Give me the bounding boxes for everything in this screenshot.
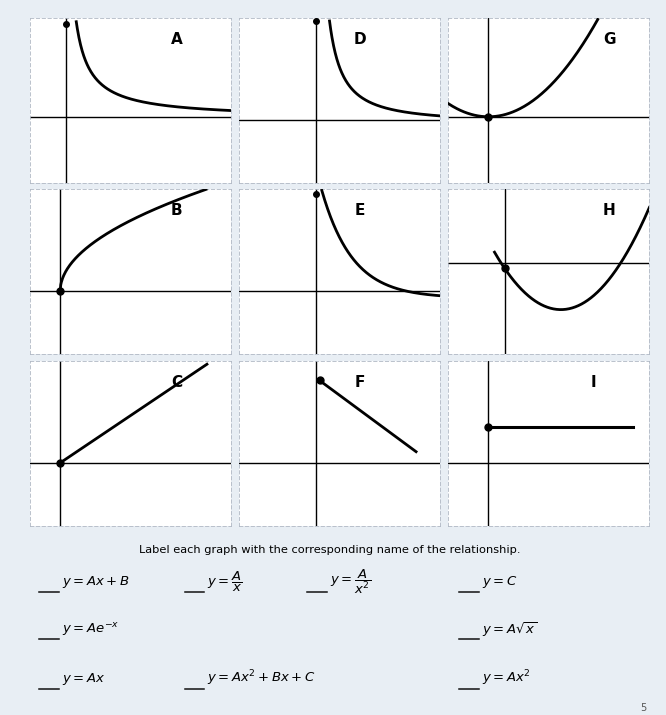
Text: B: B bbox=[171, 203, 182, 218]
Text: I: I bbox=[590, 375, 596, 390]
Text: $y = Ax^2$: $y = Ax^2$ bbox=[482, 669, 531, 689]
Text: $y = \dfrac{A}{x}$: $y = \dfrac{A}{x}$ bbox=[207, 570, 243, 594]
Text: E: E bbox=[354, 203, 365, 218]
Text: $y = Ax$: $y = Ax$ bbox=[62, 671, 105, 686]
Text: $y = Ae^{-x}$: $y = Ae^{-x}$ bbox=[62, 621, 119, 638]
Text: H: H bbox=[603, 203, 615, 218]
Text: C: C bbox=[171, 375, 182, 390]
Text: $y = Ax + B$: $y = Ax + B$ bbox=[62, 574, 130, 590]
Text: $y = C$: $y = C$ bbox=[482, 574, 517, 590]
Text: $y = \dfrac{A}{x^2}$: $y = \dfrac{A}{x^2}$ bbox=[330, 568, 371, 596]
Text: $y = A\sqrt{x}$: $y = A\sqrt{x}$ bbox=[482, 620, 537, 638]
Text: G: G bbox=[603, 31, 615, 46]
Text: Label each graph with the corresponding name of the relationship.: Label each graph with the corresponding … bbox=[139, 546, 521, 556]
Text: F: F bbox=[354, 375, 365, 390]
Text: D: D bbox=[354, 31, 366, 46]
Text: 5: 5 bbox=[641, 703, 647, 713]
Text: $y = Ax^2 + Bx + C$: $y = Ax^2 + Bx + C$ bbox=[207, 669, 316, 689]
Text: A: A bbox=[171, 31, 182, 46]
